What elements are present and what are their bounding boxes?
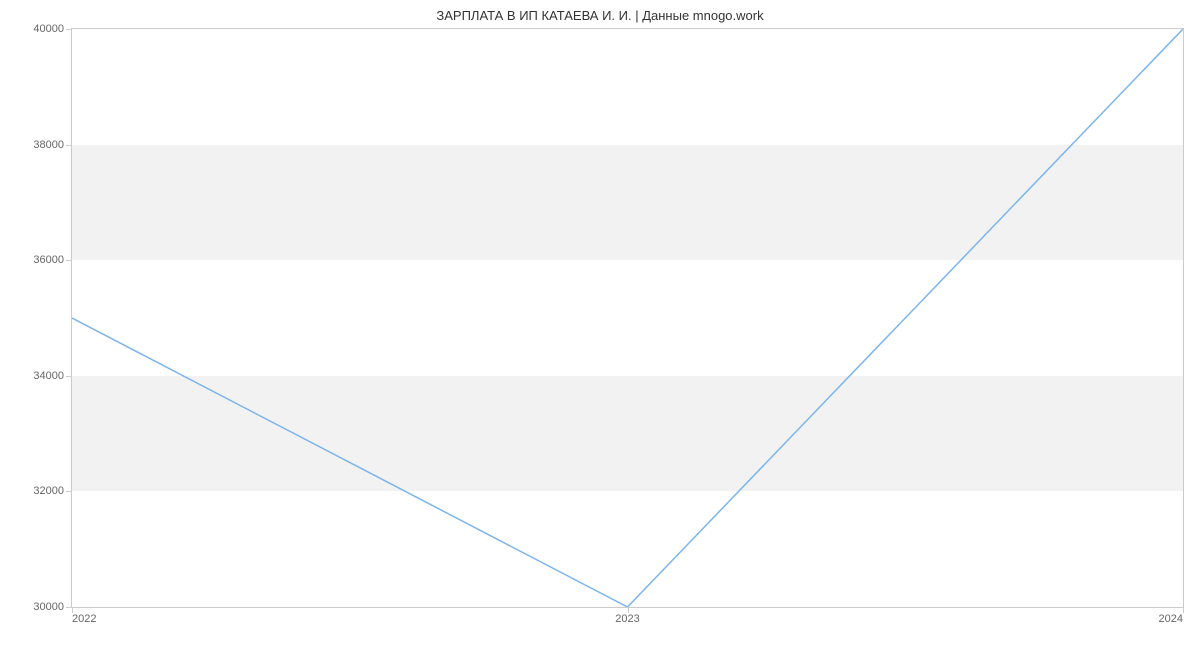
- y-tick-mark: [66, 29, 72, 30]
- y-tick-mark: [66, 260, 72, 261]
- chart-container: ЗАРПЛАТА В ИП КАТАЕВА И. И. | Данные mno…: [0, 0, 1200, 650]
- x-tick-label: 2024: [1159, 607, 1183, 625]
- chart-title: ЗАРПЛАТА В ИП КАТАЕВА И. И. | Данные mno…: [0, 8, 1200, 23]
- x-tick-mark: [1183, 607, 1184, 613]
- y-tick-mark: [66, 491, 72, 492]
- line-series: [72, 29, 1183, 607]
- plot-area: 3000032000340003600038000400002022202320…: [71, 28, 1184, 608]
- y-tick-mark: [66, 376, 72, 377]
- x-tick-label: 2022: [72, 607, 96, 625]
- x-tick-mark: [628, 607, 629, 613]
- series-salary: [72, 29, 1183, 607]
- y-tick-mark: [66, 145, 72, 146]
- x-tick-mark: [72, 607, 73, 613]
